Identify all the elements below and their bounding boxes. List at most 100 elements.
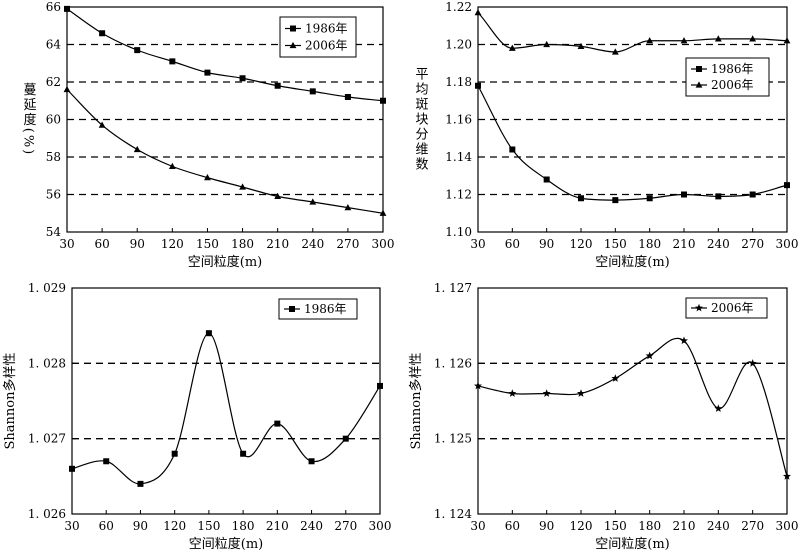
data-point xyxy=(342,435,349,442)
x-tick-label: 300 xyxy=(776,519,799,533)
data-point xyxy=(543,176,550,183)
x-axis-label: 空间粒度(m) xyxy=(595,536,669,552)
x-tick-label: 270 xyxy=(334,519,357,533)
data-point xyxy=(204,174,211,181)
data-point xyxy=(168,162,176,169)
legend-marker xyxy=(290,25,296,32)
y-tick-label: 54 xyxy=(46,225,62,239)
y-tick-label: 1. 127 xyxy=(434,281,472,295)
series-line-2 xyxy=(66,89,384,214)
y-tick-label: 1. 126 xyxy=(434,356,472,370)
y-axis-label: 蔓延度(%) xyxy=(21,83,37,157)
data-point xyxy=(542,389,551,397)
x-tick-label: 270 xyxy=(336,237,359,251)
series-line-1 xyxy=(71,332,381,485)
data-point xyxy=(749,191,756,198)
x-tick-label: 60 xyxy=(94,237,109,251)
data-point xyxy=(308,458,315,465)
data-point xyxy=(611,48,619,55)
data-point xyxy=(645,351,654,360)
x-axis-label: 空间粒度(m) xyxy=(188,254,262,270)
data-point xyxy=(646,195,653,202)
x-tick-label: 30 xyxy=(470,237,485,251)
data-point xyxy=(309,88,316,95)
x-tick-label: 270 xyxy=(741,519,764,533)
legend: 2006年 xyxy=(685,297,768,319)
x-tick-label: 90 xyxy=(539,237,554,251)
x-axis-label: 空间粒度(m) xyxy=(189,536,263,552)
legend-box xyxy=(279,16,357,58)
y-tick-label: 1.22 xyxy=(445,0,472,14)
y-tick-label: 60 xyxy=(46,113,61,127)
y-tick-label: 58 xyxy=(46,150,61,164)
y-tick-label: 1.14 xyxy=(445,150,472,164)
x-tick-label: 150 xyxy=(604,519,627,533)
series-line-1 xyxy=(477,85,788,201)
y-axis-label: Shannon多样性 xyxy=(408,353,424,450)
data-point xyxy=(274,420,281,427)
y-tick-label: 62 xyxy=(46,75,61,89)
x-tick-label: 180 xyxy=(638,237,661,251)
y-axis-label: Shannon多样性 xyxy=(2,353,18,450)
data-point xyxy=(205,330,212,337)
data-point xyxy=(612,197,619,204)
data-point xyxy=(611,374,620,382)
data-point xyxy=(715,193,722,200)
data-point xyxy=(134,47,141,54)
data-point xyxy=(783,37,791,44)
plot-frame xyxy=(477,6,788,233)
x-tick-label: 150 xyxy=(196,237,219,251)
data-point xyxy=(64,5,70,12)
legend-marker xyxy=(696,66,702,72)
data-point xyxy=(133,145,141,153)
x-tick-label: 60 xyxy=(99,519,114,533)
legend-box xyxy=(685,297,768,319)
data-point xyxy=(680,336,688,345)
x-tick-label: 240 xyxy=(707,519,730,533)
data-point xyxy=(240,450,247,457)
x-tick-label: 180 xyxy=(231,237,254,251)
legend-label: 2006年 xyxy=(711,301,754,315)
x-tick-label: 210 xyxy=(673,519,696,533)
plot-frame xyxy=(71,287,381,515)
y-tick-label: 1. 125 xyxy=(434,432,472,446)
data-point xyxy=(171,450,178,457)
data-point xyxy=(380,97,386,104)
legend-box xyxy=(278,298,358,320)
x-tick-label: 60 xyxy=(505,237,520,251)
data-point xyxy=(344,94,351,100)
x-tick-label: 90 xyxy=(133,519,148,533)
data-point xyxy=(474,381,482,390)
data-point xyxy=(749,35,757,42)
legend-marker xyxy=(289,41,297,49)
chart-panel-4: 1. 124 1. 125 1. 126 1. 127 30 60 90 120 150 180 2… xyxy=(408,281,798,552)
data-point xyxy=(239,183,246,190)
legend-box xyxy=(685,57,770,97)
chart-panel-3: 1. 026 1. 027 1. 028 1. 029 30 60 90 120 150 180 2… xyxy=(2,281,391,552)
legend-label: 1986年 xyxy=(305,22,348,36)
x-tick-label: 120 xyxy=(163,519,186,533)
y-tick-label: 1. 027 xyxy=(28,432,66,446)
x-tick-label: 270 xyxy=(741,237,764,251)
data-point xyxy=(543,40,551,48)
y-tick-label: 1.16 xyxy=(445,113,472,127)
x-tick-label: 120 xyxy=(161,237,184,251)
data-point xyxy=(274,192,282,199)
legend: 1986年 xyxy=(278,298,358,320)
x-tick-label: 90 xyxy=(539,519,554,533)
data-point xyxy=(508,44,516,51)
data-point xyxy=(784,182,790,189)
data-point xyxy=(63,85,71,93)
x-tick-label: 240 xyxy=(301,237,324,251)
data-point xyxy=(474,9,482,16)
data-point xyxy=(646,37,654,44)
x-tick-label: 240 xyxy=(300,519,323,533)
data-point xyxy=(169,58,176,65)
x-tick-label: 210 xyxy=(266,519,289,533)
x-tick-label: 180 xyxy=(638,519,661,533)
data-point xyxy=(577,42,585,49)
data-point xyxy=(509,146,516,153)
data-point xyxy=(69,465,75,472)
legend: 1986年 2006年 xyxy=(685,57,770,97)
data-point xyxy=(137,480,144,487)
